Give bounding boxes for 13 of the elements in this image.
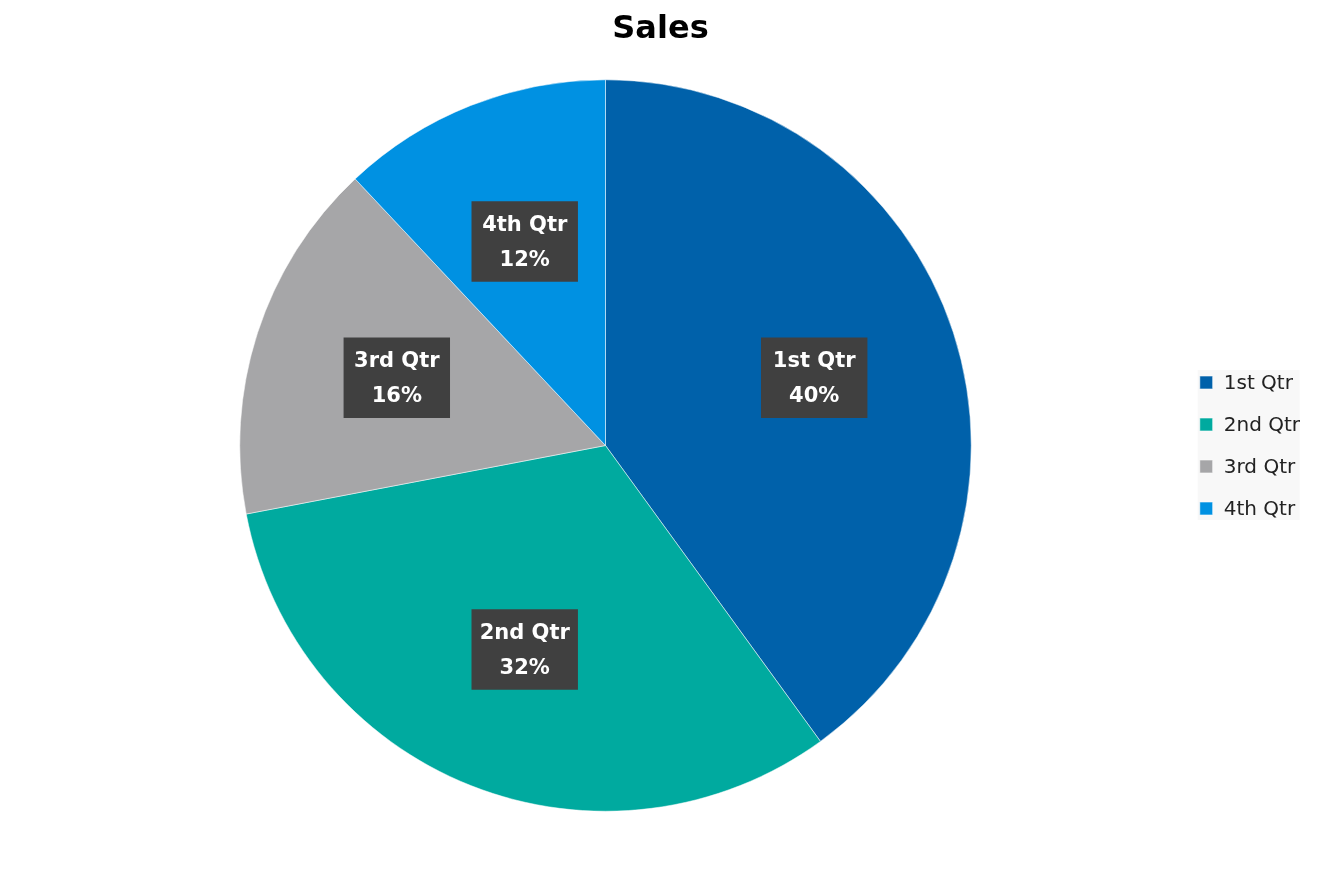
legend-label: 3rd Qtr [1223, 454, 1296, 478]
slice-label: 3rd Qtr [354, 348, 441, 373]
slice-label: 1st Qtr [772, 348, 857, 373]
legend-label: 1st Qtr [1223, 370, 1293, 394]
data-label: 40% [789, 383, 840, 408]
slice-label: 2nd Qtr [479, 620, 571, 645]
data-label: 16% [371, 383, 422, 408]
data-label: 32% [499, 654, 550, 679]
legend-label: 2nd Qtr [1223, 412, 1300, 436]
legend-label: 4th Qtr [1223, 496, 1296, 520]
chart-title: Sales [612, 7, 709, 46]
data-label: 12% [499, 246, 550, 271]
slice-label: 4th Qtr [482, 212, 568, 237]
